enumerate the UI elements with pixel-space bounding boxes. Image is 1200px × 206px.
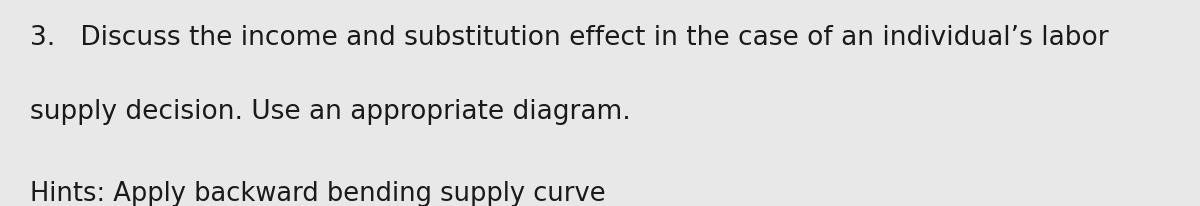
Text: 3.   Discuss the income and substitution effect in the case of an individual’s l: 3. Discuss the income and substitution e… <box>30 25 1109 51</box>
Text: Hints: Apply backward bending supply curve: Hints: Apply backward bending supply cur… <box>30 181 606 206</box>
Text: supply decision. Use an appropriate diagram.: supply decision. Use an appropriate diag… <box>30 99 631 125</box>
